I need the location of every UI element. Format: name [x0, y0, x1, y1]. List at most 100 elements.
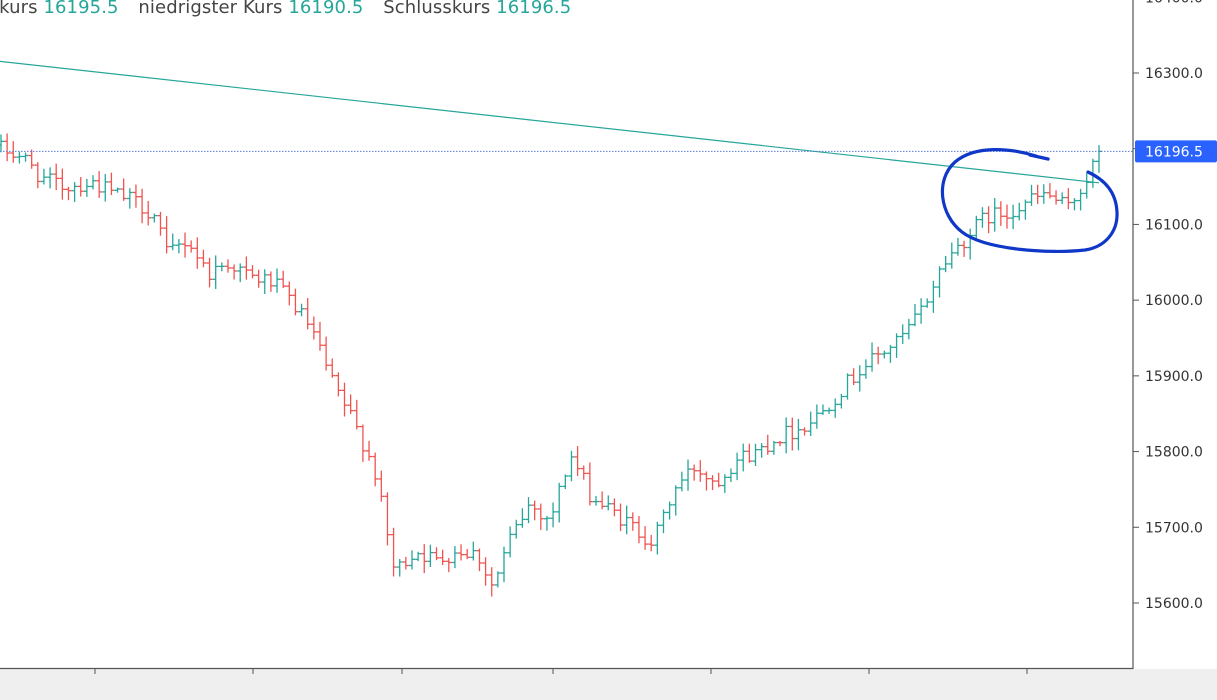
ohlc-bar	[464, 549, 471, 560]
ohlc-bar	[28, 149, 35, 169]
ohlc-bar	[96, 171, 103, 198]
ohlc-bar	[65, 186, 72, 201]
ohlc-bar	[654, 521, 661, 555]
ohlc-bar	[746, 443, 753, 463]
ohlc-bar	[826, 407, 833, 414]
price-axis-label: 15900.0	[1145, 369, 1203, 385]
ohlc-bar	[635, 515, 642, 544]
ohlc-bar	[120, 178, 127, 201]
ohlc-bar	[869, 342, 876, 372]
ohlc-bar	[169, 233, 176, 251]
ohlc-bar	[905, 318, 912, 340]
ohlc-bar	[366, 440, 373, 461]
ohlc-bar	[795, 418, 802, 451]
open-value: 16195.5	[43, 0, 119, 18]
ohlc-bar	[954, 237, 961, 256]
ohlc-bar	[985, 206, 992, 234]
ohlc-bar	[445, 557, 452, 573]
ohlc-bar	[789, 417, 796, 451]
ohlc-bar	[359, 424, 366, 462]
ohlc-bar	[783, 417, 790, 454]
ohlc-bar	[1040, 184, 1047, 204]
ohlc-bar	[727, 468, 734, 483]
ohlc-bar	[261, 269, 268, 294]
ohlc-bar	[237, 263, 244, 283]
ohlc-bar	[936, 266, 943, 298]
ohlc-bar	[1077, 188, 1084, 211]
price-axis-label: 16300.0	[1145, 66, 1203, 82]
ohlc-bar	[114, 187, 121, 193]
ohlc-bar	[1065, 188, 1072, 210]
last-price-badge	[1135, 140, 1217, 163]
ohlc-bar	[525, 497, 532, 524]
ohlc-bar	[188, 240, 195, 253]
ohlc-bar	[1083, 172, 1090, 199]
annotation-circle	[940, 148, 1119, 254]
ohlc-bar	[611, 498, 618, 517]
ohlc-bar	[206, 257, 213, 288]
ohlc-bar	[458, 544, 465, 561]
ohlc-bar	[586, 462, 593, 506]
ohlc-bar	[856, 365, 863, 392]
ohlc-bar	[1059, 192, 1066, 205]
ohlc-bar	[482, 557, 489, 586]
ohlc-bar	[139, 188, 146, 224]
ohlc-bar	[286, 281, 293, 306]
ohlc-bar	[231, 264, 238, 280]
ohlc-bar	[961, 240, 968, 257]
time-axis-strip	[0, 669, 1217, 700]
ohlc-bar	[212, 255, 219, 289]
ohlc-bar	[1016, 202, 1023, 221]
ohlc-bar	[335, 372, 342, 397]
price-axis-label: 16400.0	[1145, 0, 1203, 6]
ohlc-bar	[396, 559, 403, 577]
price-axis-label: 15600.0	[1145, 596, 1203, 612]
ohlc-bar	[685, 459, 692, 491]
low-value: 16190.5	[288, 0, 364, 18]
ohlc-bar	[292, 288, 299, 316]
ohlc-bar	[4, 133, 11, 162]
ohlc-bar	[34, 162, 41, 189]
ohlc-bar	[697, 460, 704, 482]
ohlc-bar	[519, 508, 526, 528]
ohlc-bar	[47, 167, 54, 189]
ohlc-bar	[1010, 204, 1017, 230]
close-label: Schlusskurs	[383, 0, 491, 18]
ohlc-bar	[593, 496, 600, 506]
ohlc-bar	[507, 526, 514, 558]
ohlc-bar	[157, 211, 164, 236]
ohlc-bar	[568, 450, 575, 482]
ohlc-bar	[832, 398, 839, 418]
low-label: niedrigster Kurs	[138, 0, 283, 18]
ohlc-bar	[580, 465, 587, 480]
ohlc-bar	[1071, 198, 1078, 211]
ohlc-bar	[329, 358, 336, 378]
ohlc-bar	[255, 269, 262, 288]
ohlc-bar	[132, 184, 139, 208]
ohlc-bar	[777, 440, 784, 447]
ohlc-bar	[243, 256, 250, 280]
ohlc-bar	[997, 201, 1004, 226]
open-label: tkurs	[0, 0, 38, 18]
price-axis-label: 16100.0	[1145, 217, 1203, 233]
ohlc-bar	[942, 255, 949, 273]
ohlc-bar	[0, 134, 4, 153]
ohlc-bar	[1053, 190, 1060, 205]
close-value: 16196.5	[496, 0, 572, 18]
ohlc-bar	[1003, 204, 1010, 229]
ohlc-bar	[372, 452, 379, 487]
ohlc-bar	[439, 549, 446, 566]
last-price-label: 16196.5	[1145, 144, 1203, 160]
ohlc-bar	[844, 373, 851, 400]
ohlc-bar	[353, 399, 360, 430]
ohlc-bar	[1096, 145, 1102, 173]
ohlc-bar	[59, 168, 66, 200]
ohlc-bar	[819, 404, 826, 415]
ohlc-bar	[979, 207, 986, 228]
ohlc-bar	[543, 515, 550, 531]
ohlc-bar	[648, 534, 655, 552]
price-axis-label: 15800.0	[1145, 445, 1203, 461]
ohlc-bar	[973, 215, 980, 240]
ohlc-bar	[899, 324, 906, 344]
